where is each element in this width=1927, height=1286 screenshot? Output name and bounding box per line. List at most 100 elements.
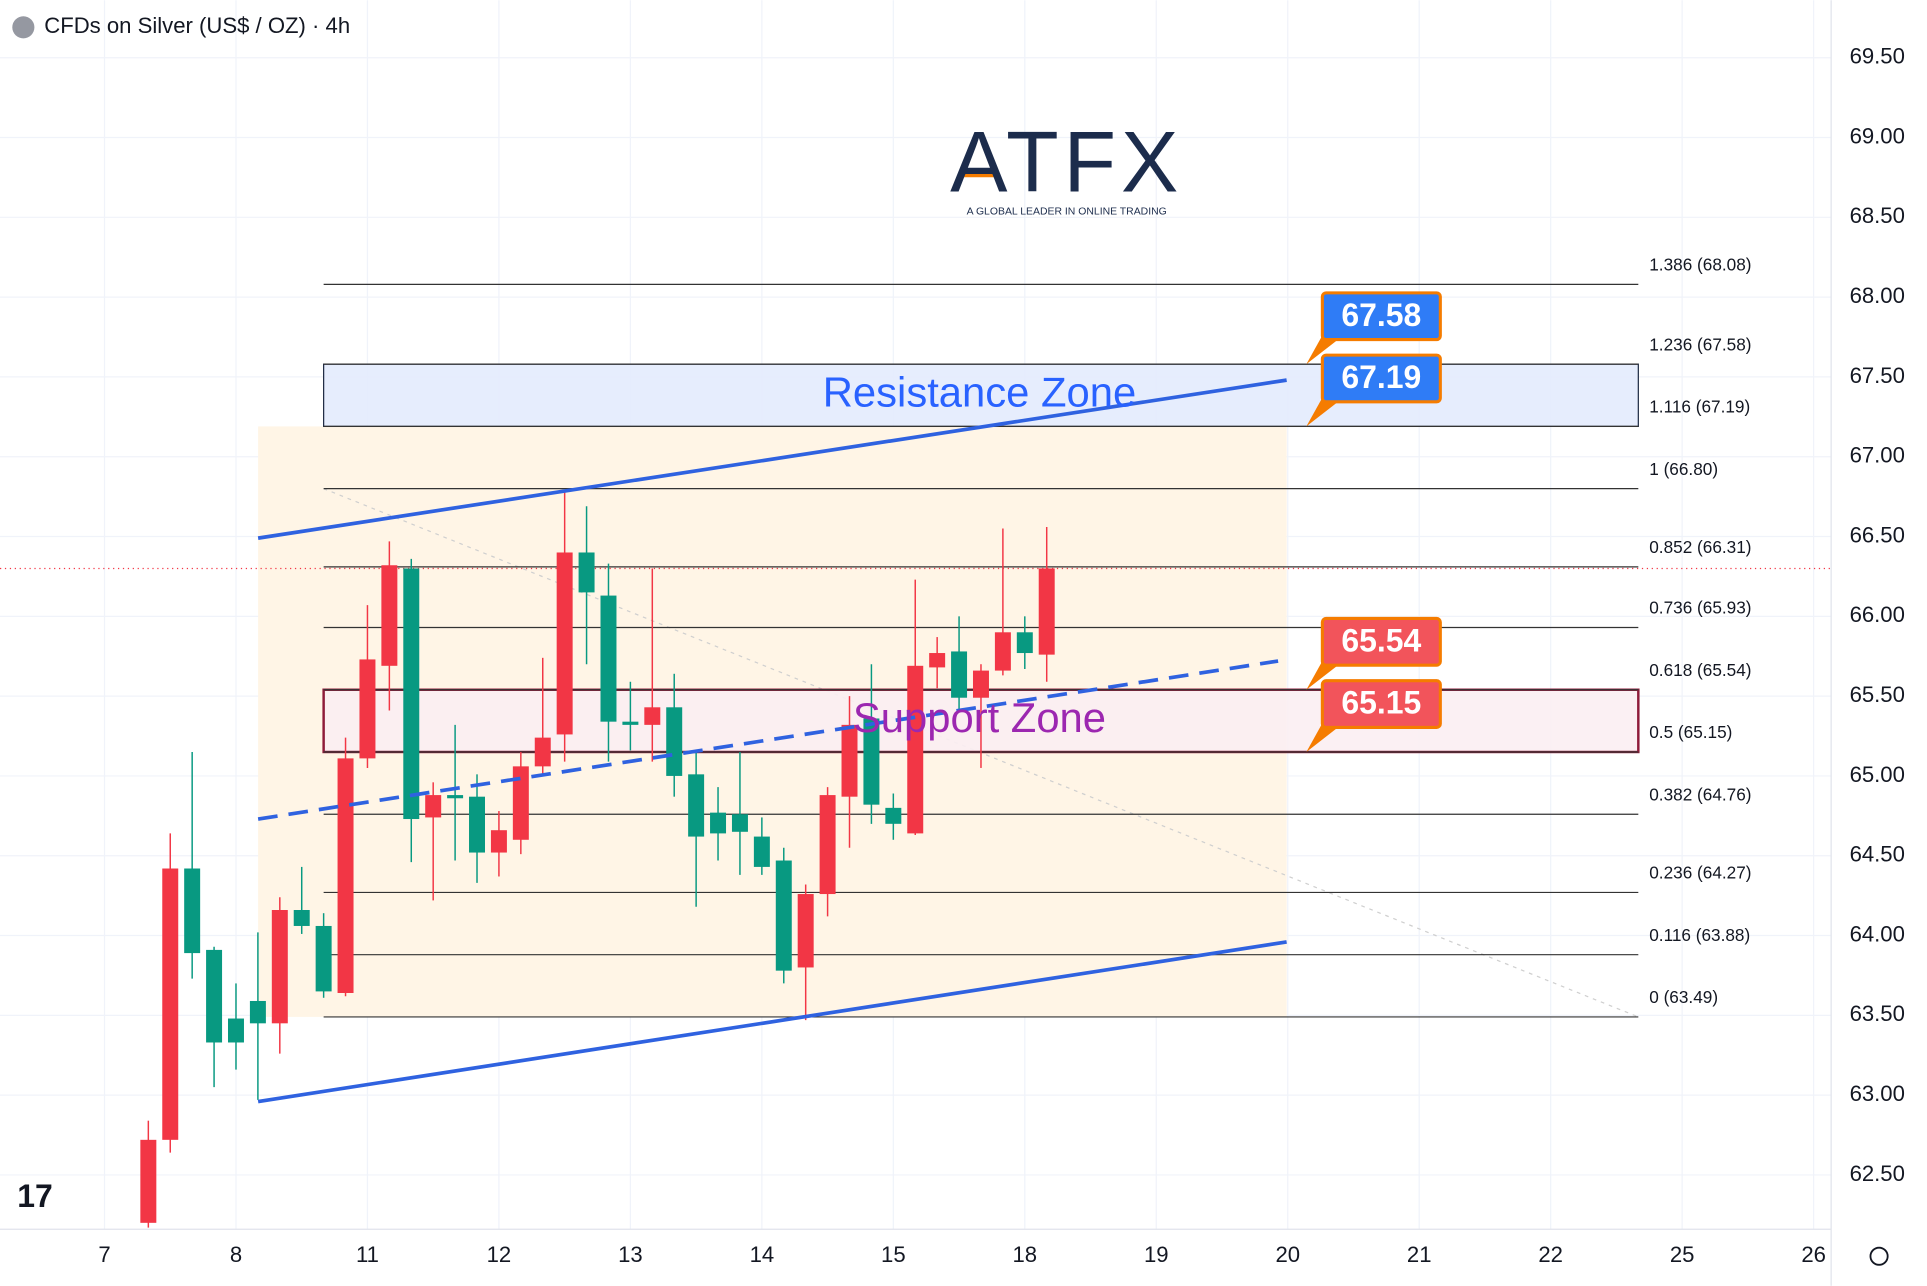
candle-body bbox=[688, 774, 705, 837]
y-tick-label: 69.00 bbox=[1850, 123, 1905, 148]
fib-label: 1.386 (68.08) bbox=[1649, 254, 1751, 274]
y-tick-label: 64.50 bbox=[1850, 842, 1905, 867]
price-tag bbox=[1320, 291, 1442, 342]
candle-body bbox=[162, 868, 179, 1140]
candle-body bbox=[469, 796, 486, 853]
candle-body bbox=[381, 565, 398, 666]
fib-label: 0.736 (65.93) bbox=[1649, 598, 1751, 618]
candle-body bbox=[425, 795, 442, 818]
candle-body bbox=[841, 724, 858, 797]
y-tick-label: 63.50 bbox=[1850, 1001, 1905, 1026]
candle-body bbox=[644, 707, 661, 725]
x-tick-label: 13 bbox=[618, 1242, 643, 1267]
candle-body bbox=[490, 830, 507, 853]
y-tick-label: 65.50 bbox=[1850, 682, 1905, 707]
x-tick-label: 18 bbox=[1013, 1242, 1038, 1267]
price-tag-label: 65.54 bbox=[1341, 622, 1421, 658]
chart-title: CFDs on Silver (US$ / OZ) · 4h bbox=[44, 13, 350, 38]
zone-label: Support Zone bbox=[853, 694, 1106, 741]
candle-body bbox=[512, 766, 529, 840]
zone-label: Resistance Zone bbox=[823, 368, 1136, 415]
candle-body bbox=[907, 665, 924, 834]
fib-label: 0 (63.49) bbox=[1649, 987, 1718, 1007]
y-tick-label: 63.00 bbox=[1850, 1081, 1905, 1106]
trend-line bbox=[257, 378, 1287, 540]
candle-body bbox=[951, 651, 968, 698]
price-tag-label: 65.15 bbox=[1341, 685, 1421, 721]
y-tick-label: 67.00 bbox=[1850, 443, 1905, 468]
candle-body bbox=[337, 758, 354, 993]
y-tick-label: 66.00 bbox=[1850, 602, 1905, 627]
x-tick-label: 25 bbox=[1670, 1242, 1695, 1267]
x-tick-label: 14 bbox=[750, 1242, 775, 1267]
candle-body bbox=[929, 653, 946, 668]
fib-label: 0.618 (65.54) bbox=[1649, 660, 1751, 680]
candle-body bbox=[1038, 568, 1055, 655]
candle-body bbox=[206, 949, 223, 1043]
candle-body bbox=[994, 632, 1011, 671]
candle-body bbox=[863, 718, 880, 805]
price-tag bbox=[1320, 616, 1442, 667]
candle-body bbox=[1016, 632, 1033, 654]
y-tick-label: 68.00 bbox=[1850, 283, 1905, 308]
price-tag bbox=[1320, 679, 1442, 729]
x-tick-label: 7 bbox=[98, 1242, 110, 1267]
candle-body bbox=[227, 1018, 244, 1043]
tv-logo: 17 bbox=[17, 1178, 53, 1214]
y-tick-label: 64.00 bbox=[1850, 921, 1905, 946]
candle-body bbox=[447, 795, 464, 799]
fib-label: 0.236 (64.27) bbox=[1649, 863, 1751, 883]
logo: ATFX bbox=[950, 114, 1183, 210]
x-tick-label: 22 bbox=[1538, 1242, 1563, 1267]
price-tag-label: 67.58 bbox=[1341, 297, 1421, 333]
candle-body bbox=[184, 868, 201, 954]
x-tick-label: 21 bbox=[1407, 1242, 1432, 1267]
candle-body bbox=[797, 894, 814, 968]
x-tick-label: 15 bbox=[881, 1242, 906, 1267]
candle-body bbox=[359, 659, 376, 759]
price-tag bbox=[1320, 353, 1442, 404]
x-tick-label: 20 bbox=[1275, 1242, 1300, 1267]
candle-body bbox=[140, 1139, 157, 1223]
candle-body bbox=[556, 552, 573, 735]
price-tag-label: 67.19 bbox=[1341, 359, 1421, 395]
settings-icon[interactable] bbox=[1869, 1246, 1889, 1266]
x-tick-label: 11 bbox=[356, 1242, 379, 1267]
fib-label: 1.116 (67.19) bbox=[1649, 397, 1750, 417]
y-tick-label: 62.50 bbox=[1850, 1161, 1905, 1186]
y-tick-label: 65.00 bbox=[1850, 762, 1905, 787]
x-tick-label: 8 bbox=[230, 1242, 242, 1267]
fib-label: 0.116 (63.88) bbox=[1649, 925, 1750, 945]
x-tick-label: 19 bbox=[1144, 1242, 1169, 1267]
x-tick-label: 12 bbox=[487, 1242, 512, 1267]
candle-body bbox=[578, 552, 595, 593]
candle-body bbox=[315, 925, 332, 992]
candle-body bbox=[775, 860, 792, 971]
x-tick-label: 26 bbox=[1801, 1242, 1826, 1267]
candle-body bbox=[403, 568, 420, 820]
symbol-icon bbox=[12, 16, 35, 39]
candle-body bbox=[534, 737, 551, 767]
trend-line bbox=[257, 659, 1279, 821]
candle-body bbox=[249, 1000, 266, 1024]
candle-body bbox=[710, 812, 727, 834]
y-tick-label: 68.50 bbox=[1850, 203, 1905, 228]
fib-label: 0.382 (64.76) bbox=[1649, 784, 1751, 804]
candle-body bbox=[293, 910, 310, 926]
candle-body bbox=[819, 795, 836, 895]
candle-body bbox=[622, 721, 639, 725]
candle-body bbox=[731, 814, 748, 832]
logo-tagline: A GLOBAL LEADER IN ONLINE TRADING bbox=[967, 206, 1167, 217]
fib-label: 1 (66.80) bbox=[1649, 459, 1718, 479]
candle-body bbox=[753, 836, 770, 867]
y-tick-label: 67.50 bbox=[1850, 363, 1905, 388]
candle-body bbox=[600, 595, 617, 722]
fib-label: 0.852 (66.31) bbox=[1649, 537, 1751, 557]
trend-line bbox=[257, 940, 1287, 1104]
candle-body bbox=[666, 707, 683, 776]
y-tick-label: 69.50 bbox=[1850, 44, 1905, 69]
fib-label: 0.5 (65.15) bbox=[1649, 722, 1732, 742]
fib-label: 1.236 (67.58) bbox=[1649, 334, 1751, 354]
candle-body bbox=[271, 910, 288, 1024]
